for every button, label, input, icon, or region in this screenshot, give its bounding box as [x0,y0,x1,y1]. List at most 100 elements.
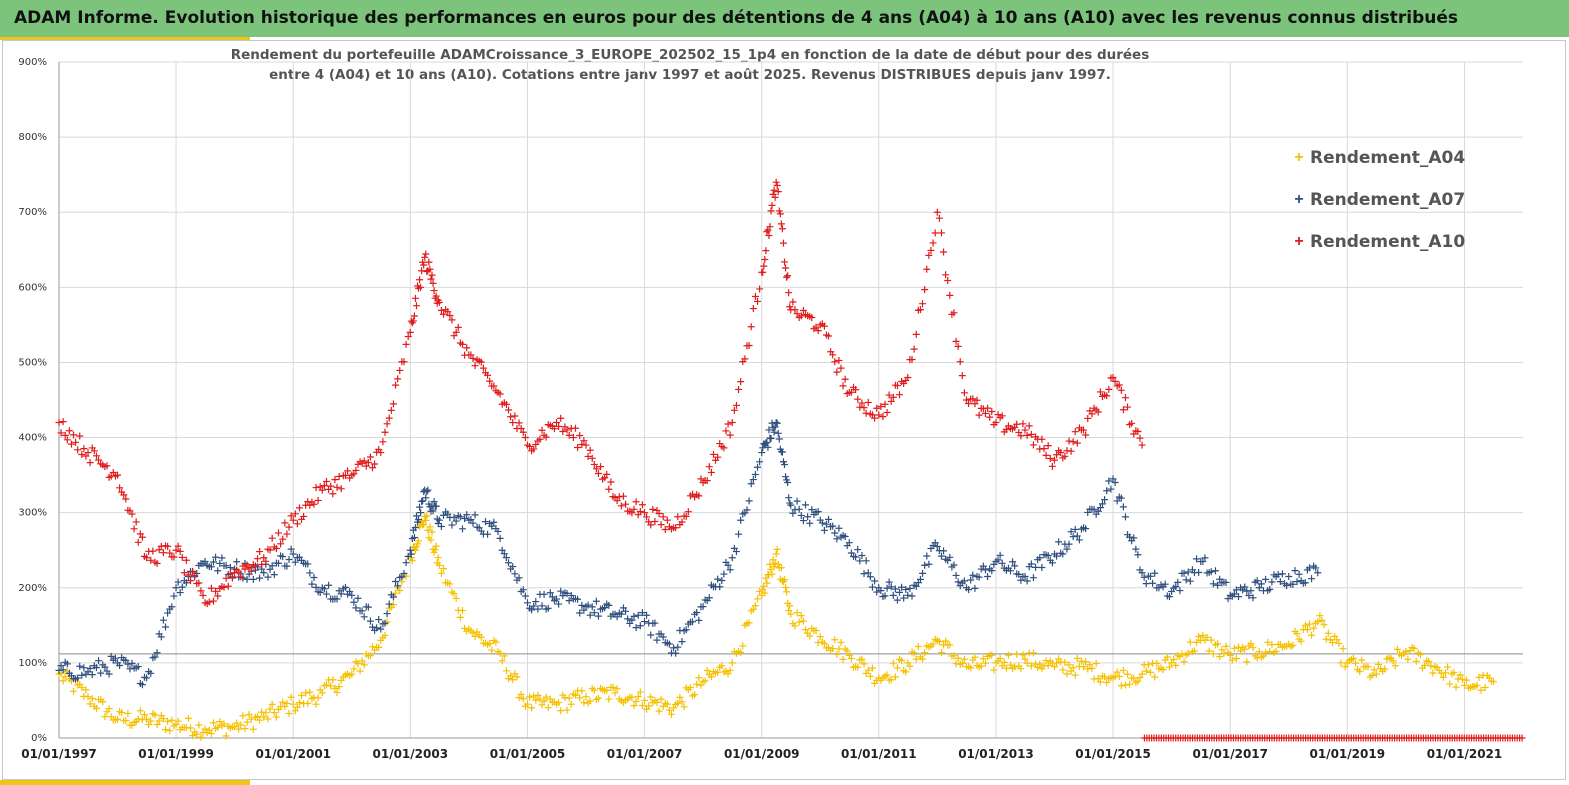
point-rendement-a04 [1272,647,1280,655]
y-tick-label: 800% [18,132,47,143]
point-rendement-a04 [960,655,968,663]
point-rendement-a04 [1243,658,1251,666]
x-tick-label: 01/01/2009 [724,747,800,761]
point-rendement-a10 [461,351,469,359]
point-rendement-a04 [893,664,901,672]
point-rendement-a04 [1113,668,1121,676]
point-rendement-a04 [697,681,705,689]
point-rendement-a07 [624,615,632,623]
point-rendement-a07 [996,551,1004,559]
point-rendement-a07 [1044,552,1052,560]
point-rendement-a10 [754,297,762,305]
point-rendement-a10 [697,475,705,483]
point-rendement-a07 [212,553,220,561]
point-rendement-a10 [910,345,918,353]
point-rendement-a04 [889,659,897,667]
point-rendement-a04 [538,701,546,709]
point-rendement-a10 [808,314,816,322]
point-rendement-a04 [329,676,337,684]
point-rendement-a10 [287,512,295,520]
point-rendement-a04 [1000,658,1008,666]
point-rendement-a07 [871,577,879,585]
point-rendement-a04 [138,716,146,724]
point-rendement-a10 [247,567,255,575]
point-rendement-a10 [392,381,400,389]
point-rendement-a10 [174,542,182,550]
point-rendement-a04 [540,697,548,705]
point-rendement-a10 [199,591,207,599]
point-rendement-a07 [617,610,625,618]
point-rendement-a10 [425,258,433,266]
point-rendement-a07 [540,590,548,598]
point-rendement-a07 [82,670,90,678]
point-rendement-a10 [530,445,538,453]
point-rendement-a04 [350,665,358,673]
point-rendement-a07 [140,673,148,681]
point-rendement-a10 [509,419,517,427]
point-rendement-a07 [1130,534,1138,542]
point-rendement-a04 [331,684,339,692]
point-rendement-a07 [1069,533,1077,541]
point-rendement-a10 [1107,374,1115,382]
point-rendement-a07 [866,573,874,581]
point-rendement-a07 [389,593,397,601]
point-rendement-a04 [611,689,619,697]
point-rendement-a07 [793,497,801,505]
point-rendement-a04 [534,691,542,699]
point-rendement-a10 [722,427,730,435]
point-rendement-a07 [1048,559,1056,567]
point-rendement-a10 [507,413,515,421]
point-rendement-a04 [237,721,245,729]
point-rendement-a10 [536,435,544,443]
point-rendement-a04 [153,721,161,729]
point-rendement-a04 [762,574,770,582]
point-rendement-a04 [111,716,119,724]
point-rendement-a04 [745,619,753,627]
point-rendement-a04 [456,613,464,621]
point-rendement-a07 [128,659,136,667]
point-rendement-a04 [1381,665,1389,673]
point-rendement-a04 [641,696,649,704]
point-rendement-a07 [521,592,529,600]
point-rendement-a04 [749,605,757,613]
point-rendement-a04 [1103,679,1111,687]
point-rendement-a07 [1241,583,1249,591]
point-rendement-a07 [304,560,312,568]
point-rendement-a04 [1374,660,1382,668]
point-rendement-a10 [835,356,843,364]
point-rendement-a07 [312,583,320,591]
point-rendement-a04 [488,646,496,654]
point-rendement-a04 [1370,666,1378,674]
point-rendement-a07 [291,558,299,566]
point-rendement-a07 [233,558,241,566]
point-rendement-a07 [647,631,655,639]
point-rendement-a04 [1136,674,1144,682]
point-rendement-a10 [67,440,75,448]
point-rendement-a07 [1255,584,1263,592]
point-rendement-a04 [726,666,734,674]
point-rendement-a07 [771,423,779,431]
point-rendement-a10 [875,411,883,419]
point-rendement-a04 [891,673,899,681]
point-rendement-a07 [151,653,159,661]
point-rendement-a04 [509,676,517,684]
point-rendement-a04 [754,595,762,603]
point-rendement-a10 [538,426,546,434]
point-rendement-a07 [670,644,678,652]
point-rendement-a07 [906,585,914,593]
point-rendement-a10 [555,422,563,430]
point-rendement-a07 [1249,594,1257,602]
point-rendement-a10 [763,228,771,236]
point-rendement-a04 [609,683,617,691]
point-rendement-a10 [550,425,558,433]
point-rendement-a04 [287,693,295,701]
point-rendement-a07 [57,662,65,670]
point-rendement-a04 [1073,654,1081,662]
point-rendement-a07 [1149,579,1157,587]
point-rendement-a04 [1446,680,1454,688]
point-rendement-a07 [831,529,839,537]
point-rendement-a10 [1518,734,1526,742]
point-rendement-a04 [1023,659,1031,667]
point-rendement-a04 [655,707,663,715]
point-rendement-a10 [667,525,675,533]
